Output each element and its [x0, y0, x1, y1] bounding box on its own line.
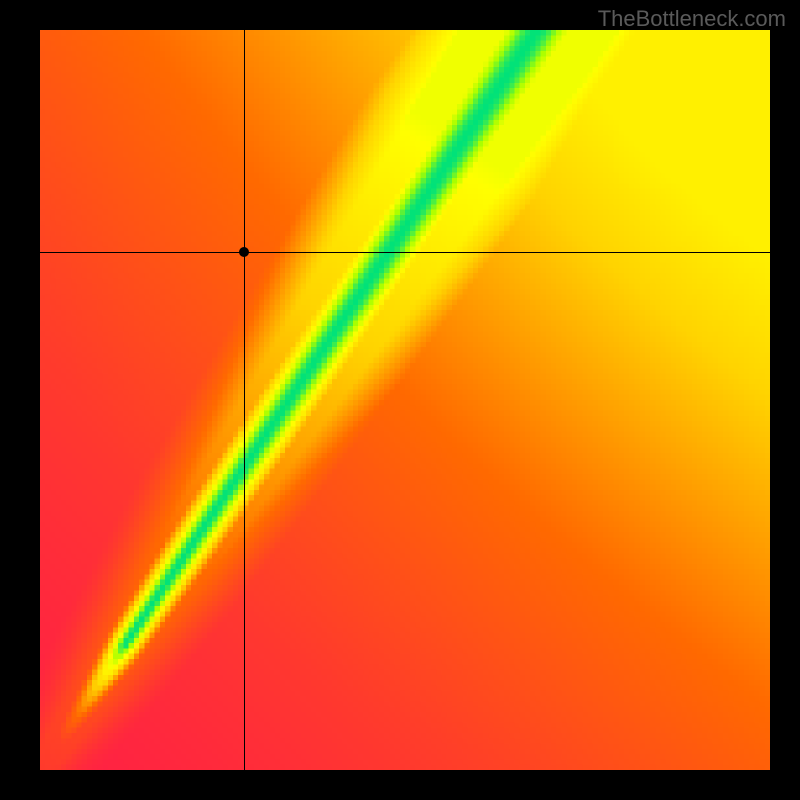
crosshair-horizontal: [40, 252, 770, 253]
selected-point-marker: [239, 247, 249, 257]
heatmap-canvas: [40, 30, 770, 770]
watermark-text: TheBottleneck.com: [598, 6, 786, 32]
heatmap-plot-area: [40, 30, 770, 770]
crosshair-vertical: [244, 30, 245, 770]
